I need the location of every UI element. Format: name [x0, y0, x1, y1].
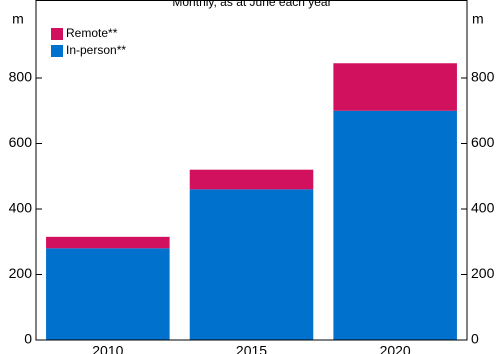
bar-segment [333, 63, 457, 111]
chart-subtitle: Monthly, as at June each year [172, 0, 331, 9]
y2-tick-label: 400 [471, 200, 495, 216]
y2-tick-label: 0 [471, 331, 479, 347]
bar-segment [189, 189, 314, 340]
legend-label: In-person** [66, 43, 126, 57]
x-tick-label: 2010 [92, 343, 123, 354]
y-tick-label: 400 [9, 200, 33, 216]
x-tick-label: 2020 [380, 343, 411, 354]
legend-label: Remote** [66, 26, 118, 40]
bar-segment [46, 248, 170, 340]
y2-unit: m [472, 11, 484, 27]
y2-tick-label: 600 [471, 134, 495, 150]
y-tick-label: 800 [9, 69, 33, 85]
y2-tick-label: 200 [471, 265, 495, 281]
legend-swatch [51, 45, 63, 57]
y2-tick-label: 800 [471, 69, 495, 85]
y-tick-label: 600 [9, 134, 33, 150]
legend-swatch [51, 28, 63, 40]
y-tick-label: 200 [9, 265, 33, 281]
bar-segment [46, 236, 170, 249]
bar-segment [189, 169, 314, 190]
bar-segment [333, 110, 457, 340]
plot-frame [35, 0, 468, 341]
x-tick-label: 2015 [236, 343, 267, 354]
y-tick-label: 0 [24, 331, 32, 347]
y-unit: m [12, 11, 24, 27]
